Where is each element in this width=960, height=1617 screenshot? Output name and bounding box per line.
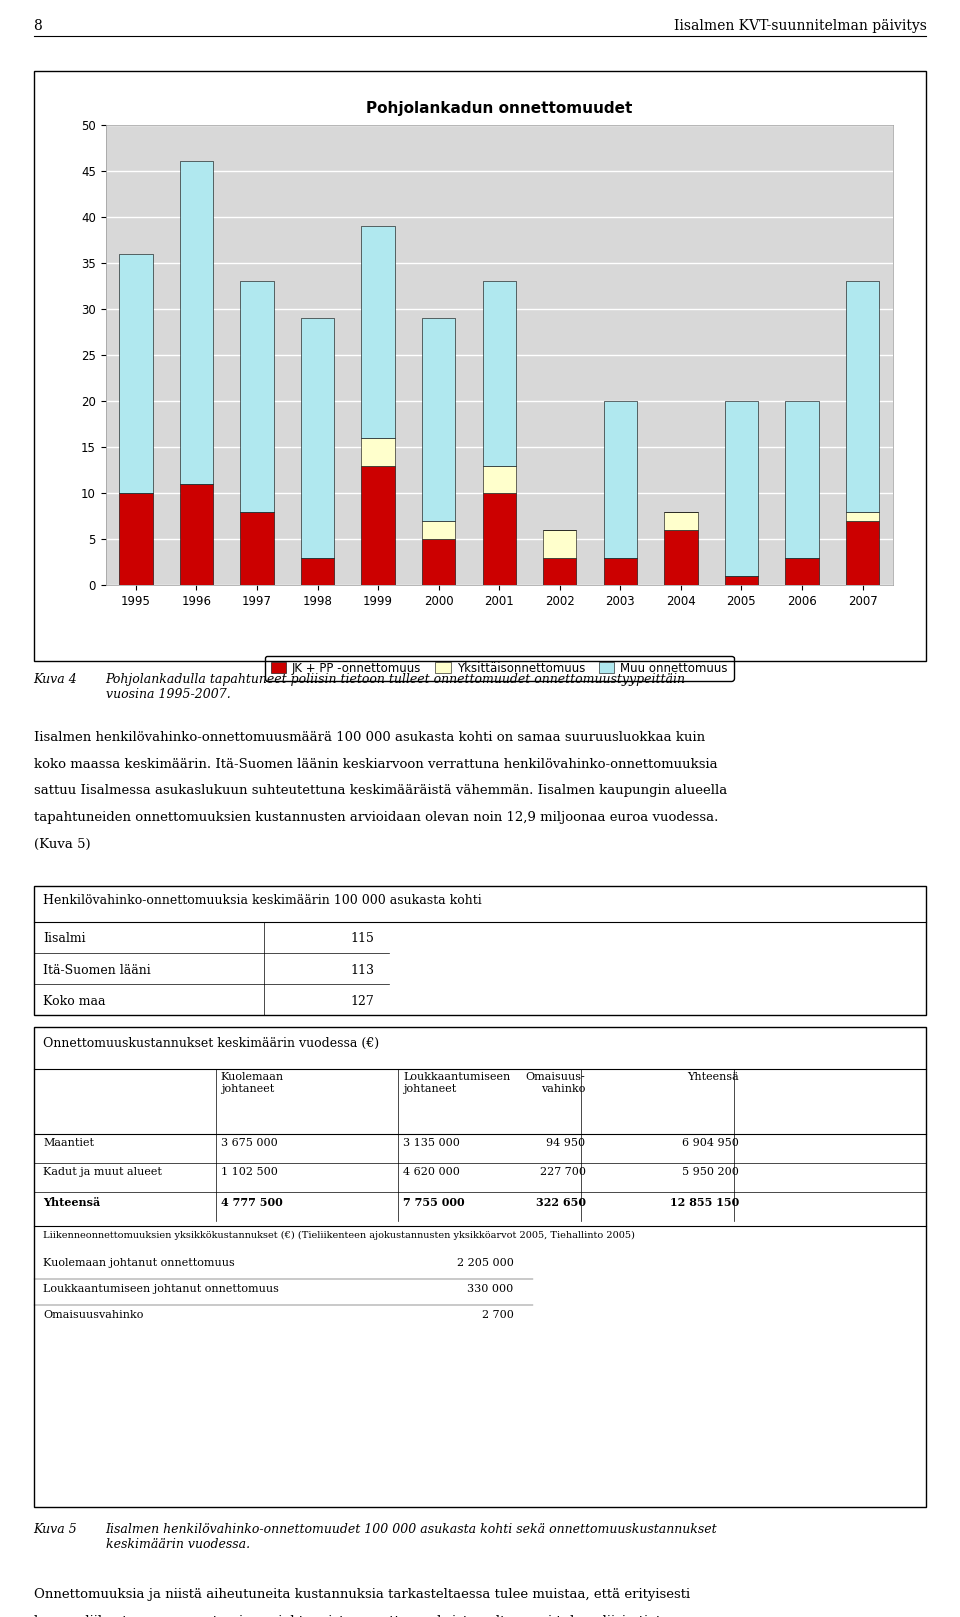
Text: Loukkaantumiseen
johtaneet: Loukkaantumiseen johtaneet	[403, 1072, 511, 1093]
Text: Iisalmi: Iisalmi	[43, 933, 85, 946]
Text: Iisalmen KVT-suunnitelman päivitys: Iisalmen KVT-suunnitelman päivitys	[674, 19, 926, 34]
Text: 113: 113	[350, 964, 374, 977]
Text: 3 135 000: 3 135 000	[403, 1138, 460, 1148]
Text: Koko maa: Koko maa	[43, 994, 106, 1007]
Text: 3 675 000: 3 675 000	[221, 1138, 277, 1148]
Bar	[604, 558, 637, 585]
Text: Pohjolankadulla tapahtuneet poliisin tietoon tulleet onnettomuudet onnettomuusty: Pohjolankadulla tapahtuneet poliisin tie…	[106, 673, 685, 700]
Bar	[725, 576, 758, 585]
Text: Omaisuus-
vahinko: Omaisuus- vahinko	[526, 1072, 586, 1093]
Text: 94 950: 94 950	[546, 1138, 586, 1148]
Bar	[180, 162, 213, 483]
Text: 227 700: 227 700	[540, 1167, 586, 1177]
Bar	[300, 558, 334, 585]
Text: Iisalmen henkilövahinko-onnettomuusmäärä 100 000 asukasta kohti on samaa suuruus: Iisalmen henkilövahinko-onnettomuusmäärä…	[34, 731, 705, 744]
Text: Loukkaantumiseen johtanut onnettomuus: Loukkaantumiseen johtanut onnettomuus	[43, 1284, 279, 1294]
Bar	[483, 281, 516, 466]
Text: 4 620 000: 4 620 000	[403, 1167, 460, 1177]
Bar	[785, 558, 819, 585]
Text: 7 755 000: 7 755 000	[403, 1197, 465, 1208]
Text: Yhteensä: Yhteensä	[687, 1072, 739, 1082]
Bar	[422, 521, 455, 540]
Bar	[361, 466, 395, 585]
Bar	[119, 493, 153, 585]
Text: (Kuva 5): (Kuva 5)	[34, 838, 90, 851]
Text: Omaisuusvahinko: Omaisuusvahinko	[43, 1310, 144, 1319]
Text: 1 102 500: 1 102 500	[221, 1167, 277, 1177]
Bar	[300, 319, 334, 558]
Bar	[361, 226, 395, 438]
Text: Yhteensä: Yhteensä	[43, 1197, 101, 1208]
Text: Maantiet: Maantiet	[43, 1138, 94, 1148]
Text: kevyen liikenteen vammautumiseen johtaneista onnettomuuksista valtaosa ei tule p: kevyen liikenteen vammautumiseen johtane…	[34, 1614, 689, 1617]
Bar	[846, 521, 879, 585]
Text: 115: 115	[350, 933, 374, 946]
Text: 322 650: 322 650	[536, 1197, 586, 1208]
Bar	[725, 401, 758, 576]
Text: 6 904 950: 6 904 950	[683, 1138, 739, 1148]
Text: 4 777 500: 4 777 500	[221, 1197, 282, 1208]
Text: 127: 127	[350, 994, 374, 1007]
Text: sattuu Iisalmessa asukaslukuun suhteutettuna keskimääräistä vähemmän. Iisalmen k: sattuu Iisalmessa asukaslukuun suhteutet…	[34, 784, 727, 797]
Bar	[240, 281, 274, 511]
Text: Kuva 5: Kuva 5	[34, 1523, 78, 1536]
Text: Kuva 4: Kuva 4	[34, 673, 78, 686]
Text: Kuolemaan johtanut onnettomuus: Kuolemaan johtanut onnettomuus	[43, 1258, 235, 1268]
Text: Itä-Suomen lääni: Itä-Suomen lääni	[43, 964, 151, 977]
Text: koko maassa keskimäärin. Itä-Suomen läänin keskiarvoon verrattuna henkilövahinko: koko maassa keskimäärin. Itä-Suomen lään…	[34, 757, 717, 771]
Bar	[604, 401, 637, 558]
Text: Henkilövahinko-onnettomuuksia keskimäärin 100 000 asukasta kohti: Henkilövahinko-onnettomuuksia keskimääri…	[43, 894, 482, 907]
Bar	[543, 530, 576, 558]
Text: Onnettomuuksia ja niistä aiheutuneita kustannuksia tarkasteltaessa tulee muistaa: Onnettomuuksia ja niistä aiheutuneita ku…	[34, 1588, 689, 1601]
Text: 5 950 200: 5 950 200	[683, 1167, 739, 1177]
Bar	[846, 281, 879, 511]
Bar	[422, 540, 455, 585]
Text: 8: 8	[34, 19, 42, 34]
Text: tapahtuneiden onnettomuuksien kustannusten arvioidaan olevan noin 12,9 miljoonaa: tapahtuneiden onnettomuuksien kustannust…	[34, 810, 718, 825]
Bar	[119, 254, 153, 493]
Text: Onnettomuuskustannukset keskimäärin vuodessa (€): Onnettomuuskustannukset keskimäärin vuod…	[43, 1036, 379, 1049]
Legend: JK + PP -onnettomuus, Yksittäisonnettomuus, Muu onnettomuus: JK + PP -onnettomuus, Yksittäisonnettomu…	[265, 657, 733, 681]
Bar	[664, 530, 698, 585]
Text: Iisalmen henkilövahinko-onnettomuudet 100 000 asukasta kohti sekä onnettomuuskus: Iisalmen henkilövahinko-onnettomuudet 10…	[106, 1523, 717, 1551]
Text: Kadut ja muut alueet: Kadut ja muut alueet	[43, 1167, 162, 1177]
Text: 330 000: 330 000	[468, 1284, 514, 1294]
Bar	[240, 511, 274, 585]
Bar	[664, 511, 698, 530]
Bar	[483, 493, 516, 585]
Text: 2 700: 2 700	[482, 1310, 514, 1319]
Bar	[422, 319, 455, 521]
Text: 12 855 150: 12 855 150	[670, 1197, 739, 1208]
Bar	[846, 511, 879, 521]
Text: 2 205 000: 2 205 000	[457, 1258, 514, 1268]
Text: Liikenneonnettomuuksien yksikkökustannukset (€) (Tieliikenteen ajokustannusten y: Liikenneonnettomuuksien yksikkökustannuk…	[43, 1231, 636, 1240]
Bar	[785, 401, 819, 558]
Text: Kuolemaan
johtaneet: Kuolemaan johtaneet	[221, 1072, 284, 1093]
Title: Pohjolankadun onnettomuudet: Pohjolankadun onnettomuudet	[366, 102, 633, 116]
Bar	[483, 466, 516, 493]
Bar	[543, 558, 576, 585]
Bar	[361, 438, 395, 466]
Bar	[180, 483, 213, 585]
